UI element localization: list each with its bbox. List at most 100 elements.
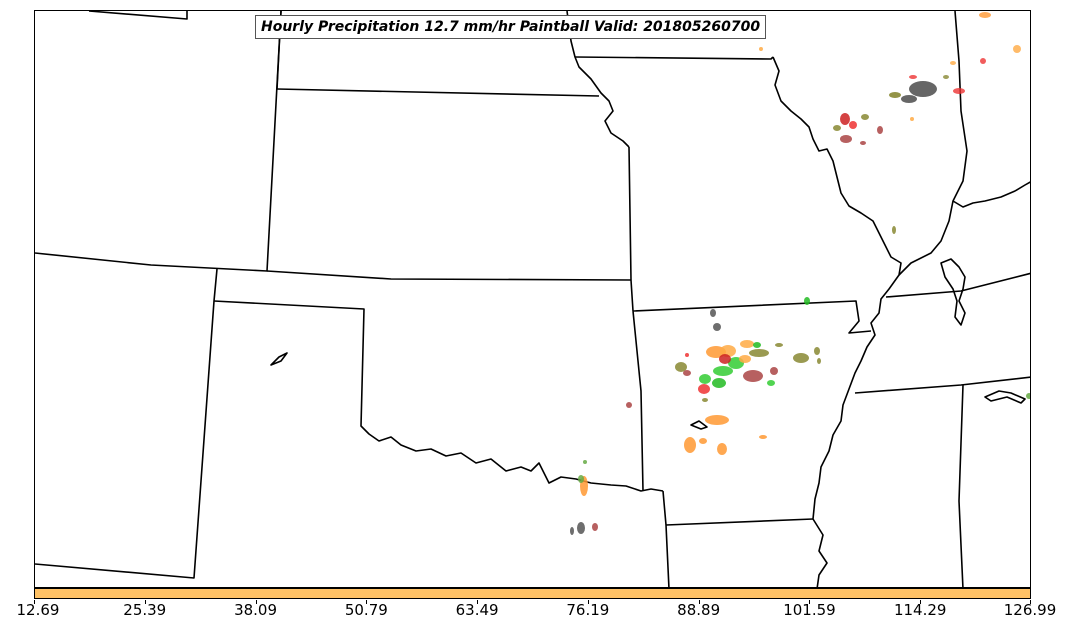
colorbar-tick-label: 88.89 xyxy=(677,601,721,619)
northern-border xyxy=(88,11,188,20)
precip-blob xyxy=(889,92,901,98)
precip-blob xyxy=(840,135,852,143)
oklahoma-panhandle xyxy=(213,300,664,492)
precip-blob xyxy=(699,438,707,444)
precip-blob xyxy=(699,374,711,384)
colorbar-tick-label: 25.39 xyxy=(123,601,167,619)
precip-blob xyxy=(570,527,574,535)
nebraska-kansas-border xyxy=(276,88,600,97)
precip-blob xyxy=(705,415,729,425)
map-panel xyxy=(34,10,1031,588)
precip-blob xyxy=(710,309,716,317)
lake-3 xyxy=(270,352,288,366)
precip-blob xyxy=(592,523,598,531)
precip-blob xyxy=(860,141,866,145)
precip-blob xyxy=(717,443,727,455)
precip-blob xyxy=(713,366,733,376)
precip-blob xyxy=(698,384,710,394)
colorbar-tick-label: 38.09 xyxy=(234,601,278,619)
precip-blob xyxy=(743,370,763,382)
precip-blob xyxy=(861,114,869,120)
colorbar-tick xyxy=(809,600,810,604)
ohio-river xyxy=(952,181,1030,208)
colorbar-tick-label: 101.59 xyxy=(783,601,836,619)
colorbar-tick xyxy=(34,600,35,604)
map-canvas xyxy=(35,11,1030,587)
precip-blob xyxy=(892,226,896,234)
precip-blob xyxy=(910,117,914,121)
colorbar xyxy=(34,588,1031,599)
precip-blob xyxy=(583,460,587,464)
precip-blob xyxy=(712,378,726,388)
colorbar-tick-label: 76.19 xyxy=(566,601,610,619)
precip-blob xyxy=(739,355,751,363)
kansas-missouri-border xyxy=(628,146,634,312)
lake-2 xyxy=(984,390,1026,404)
illinois-indiana-border xyxy=(898,11,968,276)
precip-blob xyxy=(817,358,821,364)
colorado-border xyxy=(35,11,282,272)
colorbar-tick-label: 126.99 xyxy=(1003,601,1057,619)
precip-blob xyxy=(767,380,775,386)
precip-blob xyxy=(849,121,857,129)
precip-blob xyxy=(702,398,708,402)
precip-blob xyxy=(1013,45,1021,53)
colorbar-tick xyxy=(477,600,478,604)
precip-blob xyxy=(950,61,956,65)
precip-blob xyxy=(626,402,632,408)
precip-blob xyxy=(753,342,761,348)
colorbar-tick-label: 63.49 xyxy=(455,601,499,619)
colorbar-tick xyxy=(588,600,589,604)
missouri-arkansas-border xyxy=(632,300,872,334)
precip-blob xyxy=(793,353,809,363)
precip-blob xyxy=(749,349,769,357)
oklahoma-arkansas-border xyxy=(632,310,644,492)
precip-blob xyxy=(719,354,731,364)
precip-blob xyxy=(684,437,696,453)
precip-blob xyxy=(759,47,763,51)
kentucky-tennessee-border xyxy=(885,272,1030,298)
state-boundaries xyxy=(35,11,1030,587)
precipitation-blobs xyxy=(570,12,1030,535)
precip-blob xyxy=(578,475,584,483)
precip-blob xyxy=(720,345,736,357)
tennessee-border xyxy=(854,376,1030,394)
colorbar-tick xyxy=(699,600,700,604)
precip-blob xyxy=(804,297,810,305)
colorbar-tick xyxy=(145,600,146,604)
precip-blob xyxy=(713,323,721,331)
colorbar-tick xyxy=(920,600,921,604)
precip-blob xyxy=(901,95,917,103)
iowa-missouri-border xyxy=(574,56,774,60)
precip-blob xyxy=(833,125,841,131)
precip-blob xyxy=(1026,393,1030,399)
precip-blob xyxy=(683,370,691,376)
alabama-mississippi-border xyxy=(958,384,964,587)
precip-blob xyxy=(814,347,820,355)
precip-blob xyxy=(577,522,585,534)
precip-blob xyxy=(685,353,689,357)
colorbar-tick-label: 114.29 xyxy=(893,601,947,619)
colorbar-tick-label: 12.69 xyxy=(16,601,60,619)
precip-blob xyxy=(877,126,883,134)
arkansas-louisiana-border xyxy=(665,518,814,526)
map-title: Hourly Precipitation 12.7 mm/hr Paintbal… xyxy=(255,15,767,39)
precip-blob xyxy=(759,435,767,439)
precip-blob xyxy=(740,340,754,348)
colorbar-tick xyxy=(366,600,367,604)
precip-blob xyxy=(840,113,850,125)
missouri-river-border xyxy=(566,11,630,148)
mississippi-river xyxy=(772,56,902,587)
precip-blob xyxy=(943,75,949,79)
precip-blob xyxy=(770,367,778,375)
new-mexico-border xyxy=(35,268,218,579)
precip-blob xyxy=(675,362,687,372)
precip-blob xyxy=(979,12,991,18)
texas-border xyxy=(662,490,670,587)
kansas-oklahoma-border xyxy=(266,270,632,281)
lake-1 xyxy=(940,258,966,326)
precip-blob xyxy=(953,88,965,94)
colorbar-tick xyxy=(256,600,257,604)
precip-blob xyxy=(909,75,917,79)
lake-4 xyxy=(690,420,708,430)
